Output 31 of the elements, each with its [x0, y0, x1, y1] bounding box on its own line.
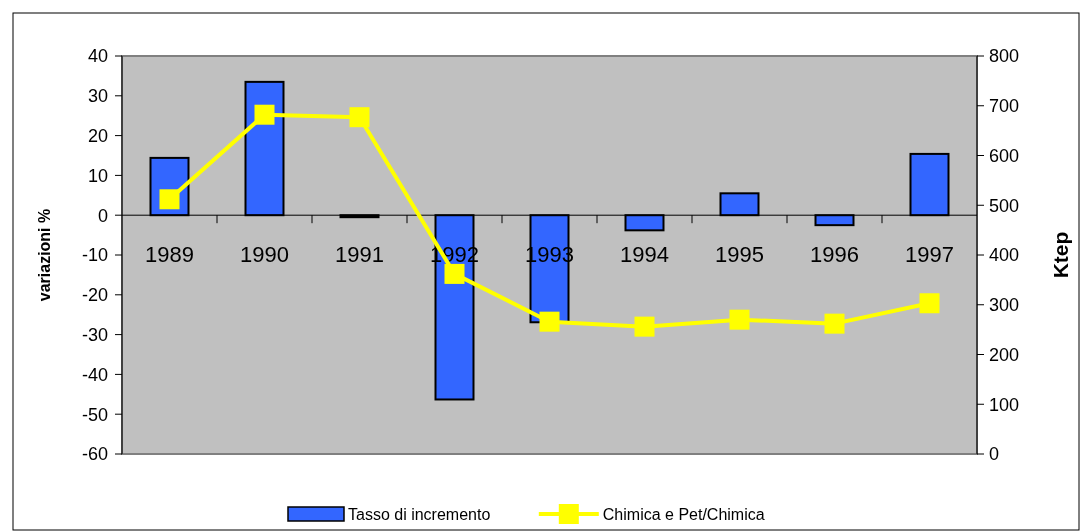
y-tick-label: -40 — [81, 364, 108, 385]
y-tick-label: -30 — [81, 324, 108, 345]
y-tick-label: 0 — [97, 205, 108, 226]
x-tick-label: 1989 — [145, 242, 194, 268]
y-axis-title: variazioni % — [36, 208, 53, 302]
x-tick-label: 1991 — [335, 242, 384, 268]
x-tick-label: 1994 — [620, 242, 669, 268]
y-tick-label: 30 — [87, 86, 108, 107]
y2-tick-label: 300 — [989, 295, 1020, 316]
legend-label: Chimica e Pet/Chimica — [602, 505, 765, 523]
y2-tick-label: 600 — [989, 145, 1020, 166]
y2-tick-label: 500 — [989, 195, 1020, 216]
y2-tick-label: 0 — [989, 444, 1000, 465]
x-tick-label: 1996 — [810, 242, 859, 268]
y-tick-label: -20 — [81, 285, 108, 306]
legend-label: Tasso di incremento — [348, 505, 491, 523]
y2-axis-title: Ktep — [1049, 231, 1072, 279]
y2-tick-label: 700 — [989, 96, 1020, 117]
y-tick-label: 40 — [87, 46, 108, 67]
x-tick-label: 1990 — [240, 242, 289, 268]
y-tick-label: 10 — [87, 165, 108, 186]
y-tick-label: -50 — [81, 404, 108, 425]
y-tick-label: -10 — [81, 245, 108, 266]
x-tick-label: 1995 — [715, 242, 764, 268]
x-tick-label: 1997 — [905, 242, 954, 268]
y2-tick-label: 400 — [989, 245, 1020, 266]
y2-tick-label: 800 — [989, 46, 1020, 67]
y2-tick-label: 200 — [989, 344, 1020, 365]
y-tick-label: 20 — [87, 125, 108, 146]
y-tick-label: -60 — [81, 444, 108, 465]
y2-tick-label: 100 — [989, 394, 1020, 415]
